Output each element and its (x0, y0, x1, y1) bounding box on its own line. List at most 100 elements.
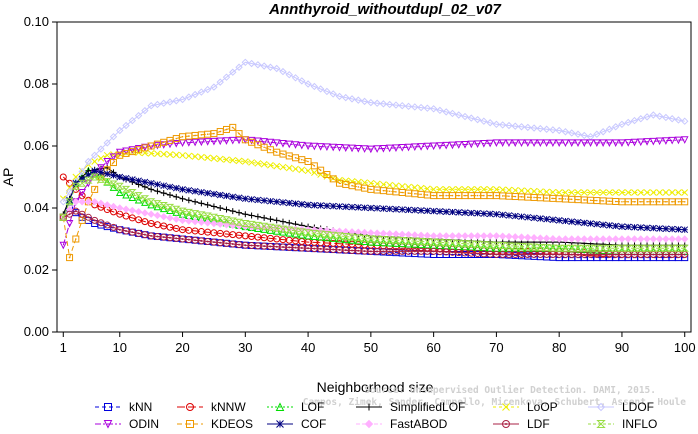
data-point-dot (143, 233, 146, 236)
series-line (62, 176, 685, 249)
data-point (272, 139, 281, 148)
data-point (285, 199, 293, 207)
data-point (317, 166, 325, 174)
data-point (128, 214, 136, 222)
data-point-dot (106, 224, 109, 227)
data-point (398, 237, 407, 245)
data-point (71, 182, 81, 190)
data-point (391, 236, 401, 244)
data-point-dot (677, 253, 680, 256)
data-point-dot (683, 253, 686, 256)
data-point (373, 204, 381, 212)
data-point (630, 235, 639, 243)
data-point (203, 212, 212, 220)
legend-marker (103, 420, 113, 429)
data-point-dot (420, 250, 423, 253)
data-point (178, 216, 187, 225)
data-point (197, 218, 206, 226)
data-point (429, 232, 438, 240)
data-point (316, 230, 325, 238)
data-point (505, 212, 513, 219)
data-point (178, 207, 187, 215)
data-point (115, 182, 124, 190)
data-point (530, 187, 538, 195)
data-point-dot (533, 253, 536, 256)
data-point (229, 156, 237, 164)
watermark-line-1: Source: Unsupervised Outlier Detection. … (364, 385, 656, 396)
data-point-dot (301, 158, 303, 161)
data-point (555, 217, 563, 224)
data-point (562, 217, 569, 225)
legend-marker (275, 402, 285, 411)
data-point (574, 235, 582, 243)
legend-item-knnw: kNNW (177, 400, 246, 414)
data-point-dot (219, 241, 222, 244)
data-point (498, 121, 507, 129)
data-point-dot (470, 194, 473, 197)
data-point (398, 206, 406, 213)
data-point-dot (238, 243, 241, 246)
data-point (134, 195, 143, 204)
data-point (348, 177, 356, 185)
data-point-dot (206, 240, 209, 243)
data-point-dot (81, 219, 83, 222)
data-point (291, 74, 300, 82)
data-point-dot (181, 238, 184, 240)
data-point (467, 114, 476, 122)
data-point (580, 219, 588, 227)
data-point (185, 152, 193, 160)
data-point-dot (156, 143, 159, 145)
data-point (505, 232, 513, 241)
data-point (323, 143, 331, 152)
data-point-dot (357, 186, 360, 188)
data-point-dot (401, 191, 404, 194)
data-point-dot (508, 195, 510, 198)
data-point-dot (338, 248, 341, 251)
data-point (574, 130, 582, 138)
data-point (372, 235, 382, 243)
data-point-dot (81, 213, 84, 216)
data-point (204, 201, 211, 208)
data-point-dot (75, 238, 77, 240)
data-point (536, 234, 545, 242)
data-point (523, 243, 532, 251)
data-point (611, 123, 620, 131)
data-point (191, 187, 199, 195)
legend-item-simplifiedlof: SimplifiedLOF (356, 400, 465, 414)
data-point-dot (319, 169, 322, 171)
data-point (173, 193, 180, 200)
legend-marker (365, 403, 373, 411)
data-point (505, 186, 513, 194)
data-point (335, 232, 344, 240)
data-point-dot (175, 137, 178, 140)
data-point (398, 101, 406, 110)
data-point-dot (564, 253, 567, 256)
data-point (460, 240, 470, 248)
x-tick-label: 30 (238, 340, 252, 355)
data-point-dot (388, 250, 391, 253)
data-point (97, 168, 105, 176)
data-point (273, 162, 281, 170)
data-point (198, 188, 205, 196)
data-point (204, 154, 212, 162)
data-point (254, 196, 262, 204)
data-point (134, 192, 143, 200)
data-point (573, 244, 583, 252)
data-point-dot (664, 253, 667, 256)
data-point (473, 240, 482, 248)
data-point (247, 136, 256, 145)
data-point (518, 213, 525, 221)
x-tick-label: 40 (301, 340, 315, 355)
data-point (649, 189, 657, 196)
data-point-dot (263, 245, 266, 248)
data-point-dot (633, 201, 636, 203)
legend-marker (186, 420, 194, 428)
data-point-dot (99, 221, 102, 224)
data-point (354, 144, 363, 153)
data-point (97, 164, 105, 172)
data-point-dot (457, 194, 460, 197)
data-point (436, 186, 444, 193)
data-point-dot (596, 199, 598, 202)
data-point (91, 216, 99, 224)
data-point (586, 139, 595, 148)
